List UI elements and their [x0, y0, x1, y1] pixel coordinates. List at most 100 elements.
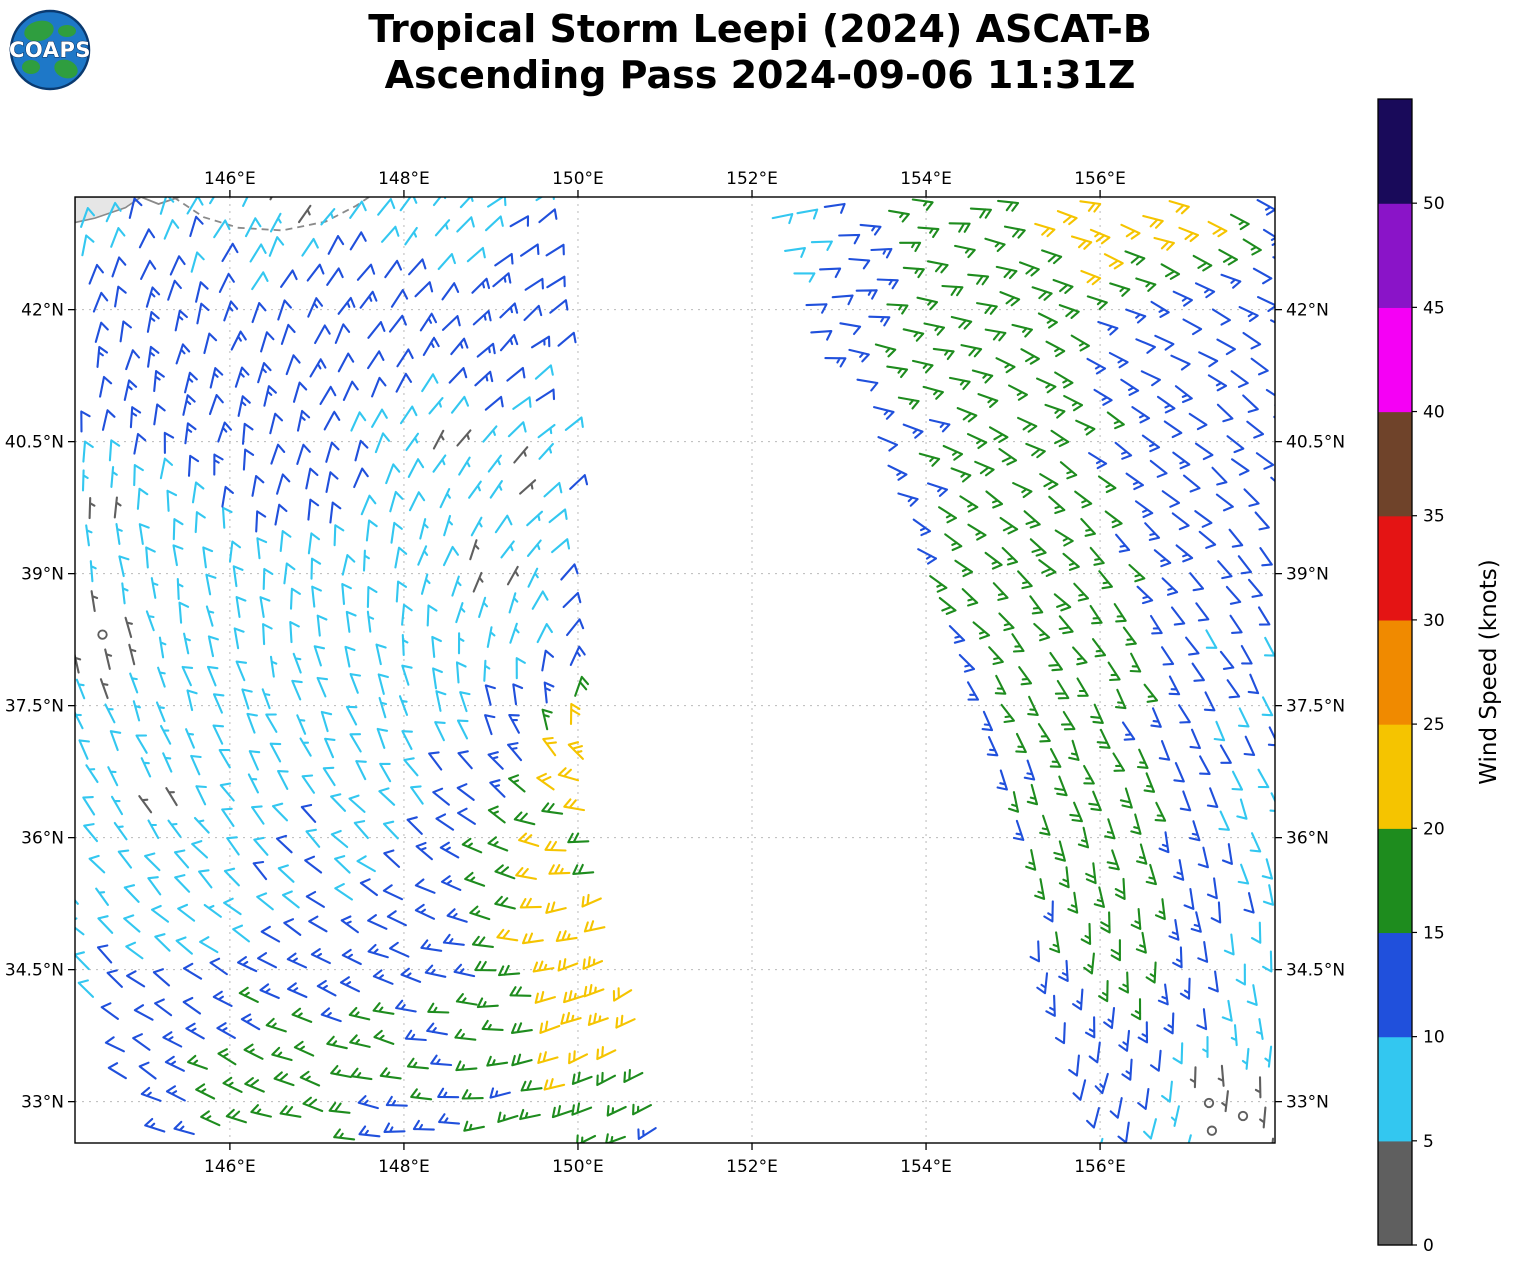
- wind-barb: [366, 586, 378, 609]
- wind-barb: [1058, 959, 1069, 982]
- wind-barb: [1100, 911, 1111, 934]
- wind-barb: [109, 730, 122, 752]
- wind-barb: [1104, 510, 1123, 529]
- wind-barb: [283, 918, 302, 936]
- wind-barb: [260, 925, 281, 943]
- wind-barb: [406, 816, 423, 835]
- wind-barb: [395, 999, 417, 1013]
- wind-barb: [961, 588, 979, 607]
- wind-barb: [1246, 984, 1258, 1006]
- wind-barb: [187, 1054, 208, 1070]
- wind-barb: [478, 596, 489, 618]
- wind-barb: [1106, 849, 1120, 871]
- wind-barb: [511, 1053, 533, 1067]
- wind-barb: [97, 915, 114, 934]
- wind-barb: [1072, 988, 1084, 1011]
- wind-barb: [549, 299, 569, 314]
- wind-barb: [443, 514, 454, 537]
- wind-barb: [1011, 323, 1033, 338]
- wind-barb: [1213, 720, 1226, 742]
- wind-barb: [448, 367, 468, 384]
- wind-barb: [195, 1083, 216, 1100]
- wind-barb: [1084, 1016, 1096, 1039]
- wind-barb: [150, 904, 170, 923]
- wind-barb: [235, 596, 247, 618]
- wind-barb: [182, 996, 202, 1015]
- wind-barb: [178, 601, 190, 624]
- wind-barb: [337, 352, 355, 373]
- wind-barb: [819, 267, 842, 279]
- wind-barb: [163, 219, 180, 240]
- wind-barb: [274, 503, 288, 526]
- wind-barb: [374, 432, 391, 454]
- wind-barb: [117, 849, 133, 869]
- wind-barb: [455, 661, 467, 684]
- wind-barb: [1153, 549, 1172, 568]
- wind-barb: [523, 304, 543, 322]
- wind-barb: [218, 272, 235, 293]
- wind-barb: [1118, 1029, 1131, 1052]
- wind-barb: [911, 198, 934, 211]
- wind-barb: [375, 643, 387, 666]
- wind-barb: [1060, 710, 1076, 731]
- lat-tick-label-right: 33°N: [1286, 1093, 1329, 1113]
- wind-barb: [583, 983, 605, 998]
- wind-barb: [213, 453, 224, 476]
- wind-barb: [273, 1071, 295, 1087]
- wind-barb: [185, 1022, 205, 1040]
- wind-barb: [1088, 1041, 1101, 1064]
- wind-barb: [1262, 884, 1275, 906]
- wind-barb: [1038, 559, 1057, 577]
- wind-barb: [301, 237, 319, 257]
- wind-barb: [541, 708, 553, 731]
- wind-barb: [1039, 814, 1051, 836]
- wind-barb: [431, 635, 442, 658]
- wind-barb: [221, 485, 234, 508]
- wind-barb: [571, 1102, 593, 1116]
- colorbar-bin: [1378, 307, 1412, 413]
- wind-barb: [99, 678, 109, 700]
- wind-barb: [1259, 547, 1273, 567]
- wind-barb: [173, 1120, 195, 1136]
- wind-barb: [1144, 522, 1161, 541]
- wind-barb: [348, 1006, 371, 1021]
- wind-barb: [966, 433, 988, 450]
- wind-barb: [1189, 820, 1201, 842]
- wind-barb: [114, 285, 127, 308]
- wind-barb: [877, 436, 899, 452]
- wind-barb: [1242, 394, 1259, 413]
- wind-barb: [80, 410, 91, 433]
- wind-barb: [203, 903, 222, 918]
- lon-tick-label-top: 156°E: [1074, 169, 1126, 189]
- wind-barb: [1261, 858, 1274, 880]
- wind-barb: [165, 787, 178, 807]
- wind-barb: [1206, 787, 1219, 808]
- wind-barb: [507, 421, 527, 438]
- wind-barb: [470, 516, 483, 537]
- plot-frame: [74, 196, 1276, 1144]
- wind-barb: [1198, 351, 1219, 368]
- wind-barb: [403, 757, 419, 777]
- wind-barb: [1243, 488, 1260, 507]
- wind-barb: [902, 328, 925, 342]
- wind-barb: [976, 302, 998, 315]
- wind-barb: [1194, 510, 1213, 528]
- wind-barb: [526, 539, 542, 557]
- wind-barb: [345, 610, 357, 633]
- lon-tick-label-bottom: 150°E: [552, 1157, 604, 1177]
- wind-barb: [1017, 416, 1038, 433]
- wind-barb: [986, 736, 999, 757]
- wind-barb: [1170, 1105, 1180, 1127]
- wind-barb: [1140, 370, 1161, 387]
- logo-land-2: [54, 59, 78, 79]
- wind-barb: [1114, 441, 1133, 460]
- wind-barb: [138, 1061, 157, 1080]
- wind-barb: [296, 714, 307, 735]
- wind-barb: [486, 1055, 509, 1067]
- wind-barb: [292, 652, 302, 674]
- lat-tick-label-right: 36°N: [1286, 829, 1329, 849]
- wind-barb: [232, 565, 244, 588]
- wind-barb: [543, 481, 563, 498]
- wind-barb: [1120, 378, 1140, 396]
- wind-barb: [784, 247, 806, 258]
